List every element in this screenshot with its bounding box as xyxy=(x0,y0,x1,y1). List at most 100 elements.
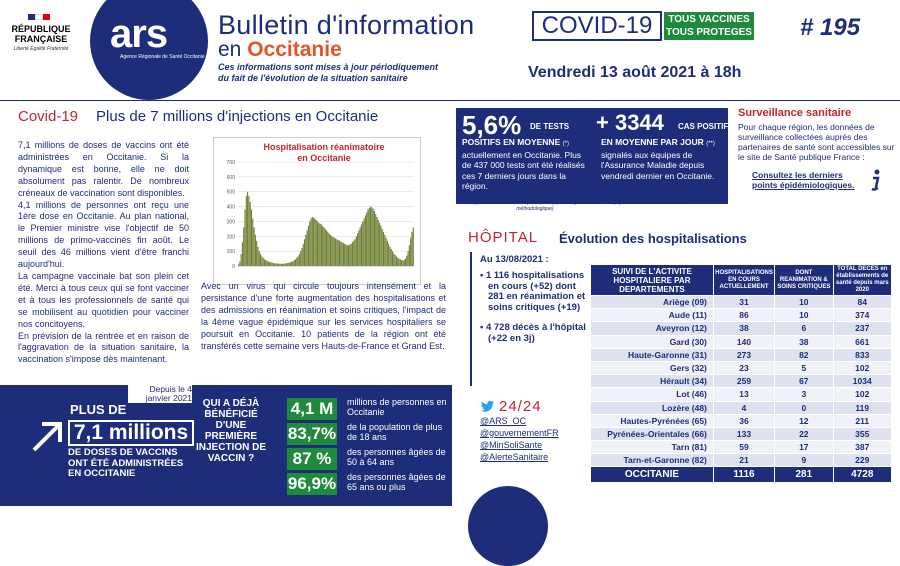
chart-bar xyxy=(310,218,312,266)
table-row: Tarn (81) 59 17 387 xyxy=(590,440,893,455)
chart-bar xyxy=(296,257,298,266)
cell-reanimation: 0 xyxy=(774,400,834,415)
twitter-account[interactable]: @ARS_OC xyxy=(480,416,527,426)
chart-bar xyxy=(379,222,381,266)
cell-deaths: 102 xyxy=(832,387,893,402)
chart-bar xyxy=(406,255,408,266)
chart-bar xyxy=(243,227,245,266)
since-label: Depuis le 4 janvier 2021 xyxy=(128,385,192,403)
chart-bar xyxy=(366,212,368,266)
cell-hospitalisations: 31 xyxy=(712,294,776,310)
cell-reanimation: 5 xyxy=(774,360,834,376)
header-deaths: TOTAL DECES en établissements de santé d… xyxy=(832,264,893,296)
cell-reanimation: 22 xyxy=(774,426,834,442)
chart-bar xyxy=(407,251,409,266)
positivity-suffix: DE TESTS xyxy=(530,122,570,131)
chart-bar xyxy=(280,263,282,266)
chart-bar xyxy=(341,242,343,266)
chart-bar xyxy=(311,216,313,266)
chart-bar xyxy=(368,208,370,266)
chart-bar xyxy=(238,264,240,266)
chart-bar xyxy=(371,207,373,266)
cell-deaths: 1034 xyxy=(832,374,893,389)
chart-bar xyxy=(353,240,355,266)
paragraph: La campagne vaccinale bat son plein cet … xyxy=(18,270,189,329)
chart-bar xyxy=(355,236,357,266)
chart-bar xyxy=(393,253,395,266)
cell-hospitalisations: 140 xyxy=(712,334,776,349)
cell-hospitalisations: 21 xyxy=(712,453,776,468)
chart-bar xyxy=(346,245,348,266)
paragraph: 4,1 millions de personnes ont reçu une 1… xyxy=(18,199,189,270)
chart-bar xyxy=(265,260,267,266)
chart-bar xyxy=(274,263,276,266)
twitter-account[interactable]: @AlerteSanitaire xyxy=(480,452,549,462)
section-title: Covid-19 Plus de 7 millions d'injections … xyxy=(18,108,379,125)
republique-francaise-logo: RÉPUBLIQUE FRANÇAISE Liberté Égalité Fra… xyxy=(6,8,76,84)
cell-department: Aude (11) xyxy=(590,308,714,323)
bulletin-region: en Occitanie xyxy=(218,38,342,61)
chart-bar xyxy=(282,263,284,266)
chart-bar xyxy=(293,260,295,266)
chart-bar xyxy=(309,221,311,266)
ars-logo: ars Agence Régionale de Santé Occitanie xyxy=(90,0,208,100)
republique-label: RÉPUBLIQUE FRANÇAISE xyxy=(11,24,71,44)
surveillance-link[interactable]: Consultez les derniers points épidémiolo… xyxy=(752,170,855,190)
chart-bar xyxy=(340,241,342,266)
chart-bar xyxy=(345,244,347,266)
kpi-panel xyxy=(456,108,728,204)
table-row: Hautes-Pyrénées (65) 36 12 211 xyxy=(590,413,893,428)
cell-department: Gard (30) xyxy=(590,334,714,349)
chart-bar xyxy=(380,225,382,266)
twitter-account[interactable]: @MinSoliSante xyxy=(480,440,543,450)
table-row: Lot (46) 13 3 102 xyxy=(590,387,893,402)
chart-bar xyxy=(337,240,339,266)
chart-bar xyxy=(372,208,374,266)
cell-deaths: 84 xyxy=(832,294,893,310)
cases-text: EN MOYENNE PAR JOUR (**) signalés aux éq… xyxy=(601,137,715,181)
cell-deaths: 833 xyxy=(832,347,893,362)
chart-bar xyxy=(367,209,369,266)
chart-bar xyxy=(338,240,341,266)
table-row: Hérault (34) 259 67 1034 xyxy=(590,374,893,389)
cell-department: Hérault (34) xyxy=(590,374,714,389)
chart-bar xyxy=(354,239,356,266)
chart-title-line2: en Occitanie xyxy=(297,153,351,163)
chart-bar xyxy=(272,263,275,266)
chart-bar xyxy=(254,234,256,266)
chart-bar xyxy=(359,227,361,266)
chart-bar xyxy=(370,206,372,266)
chart-bar xyxy=(328,233,330,266)
stat-label: des personnes âgées de 65 ans ou plus xyxy=(347,472,446,492)
chart-bar xyxy=(298,254,300,266)
chart-bar xyxy=(284,263,286,266)
chart-bar xyxy=(322,225,324,266)
chart-bar xyxy=(270,262,272,266)
header-department: SUIVI DE L'ACTIVITE HOSPITALIERE PAR DEP… xyxy=(590,264,714,296)
chart-bar xyxy=(401,260,403,266)
stat-value: 96,9% xyxy=(287,473,337,495)
y-tick-label: 500 xyxy=(227,190,236,196)
chart-bar xyxy=(301,248,303,266)
chart-bar xyxy=(252,218,254,266)
chart-bar xyxy=(300,251,302,266)
cell-hospitalisations: 23 xyxy=(712,360,776,376)
chart-bar xyxy=(385,237,387,266)
chart-bar xyxy=(333,237,335,266)
doses-label: DE DOSES DE VACCINS ONT ÉTÉ ADMINISTRÉES… xyxy=(68,447,184,479)
chart-bar xyxy=(336,239,338,266)
cell-reanimation: 3 xyxy=(774,387,834,402)
twitter-account[interactable]: @gouvernementFR xyxy=(480,428,559,438)
total-cell: 281 xyxy=(774,466,834,484)
cell-department: Tarn-et-Garonne (82) xyxy=(590,453,714,468)
chart-bar xyxy=(327,231,329,266)
positivity-rate: 5,6% xyxy=(462,110,522,140)
cell-reanimation: 38 xyxy=(774,334,834,349)
table-row: Gard (30) 140 38 661 xyxy=(590,334,893,349)
table-row: Aveyron (12) 38 6 237 xyxy=(590,321,893,336)
chart-bar xyxy=(331,236,333,266)
hospital-bullet: • 1 116 hospitalisations en cours (+52) … xyxy=(480,270,586,313)
vaccine-badge: TOUS VACCINES TOUS PROTEGES xyxy=(664,12,754,40)
ars-logo-sub: Agence Régionale de Santé Occitanie xyxy=(120,54,205,60)
paragraph: En prévision de la rentrée et en raison … xyxy=(18,330,189,365)
